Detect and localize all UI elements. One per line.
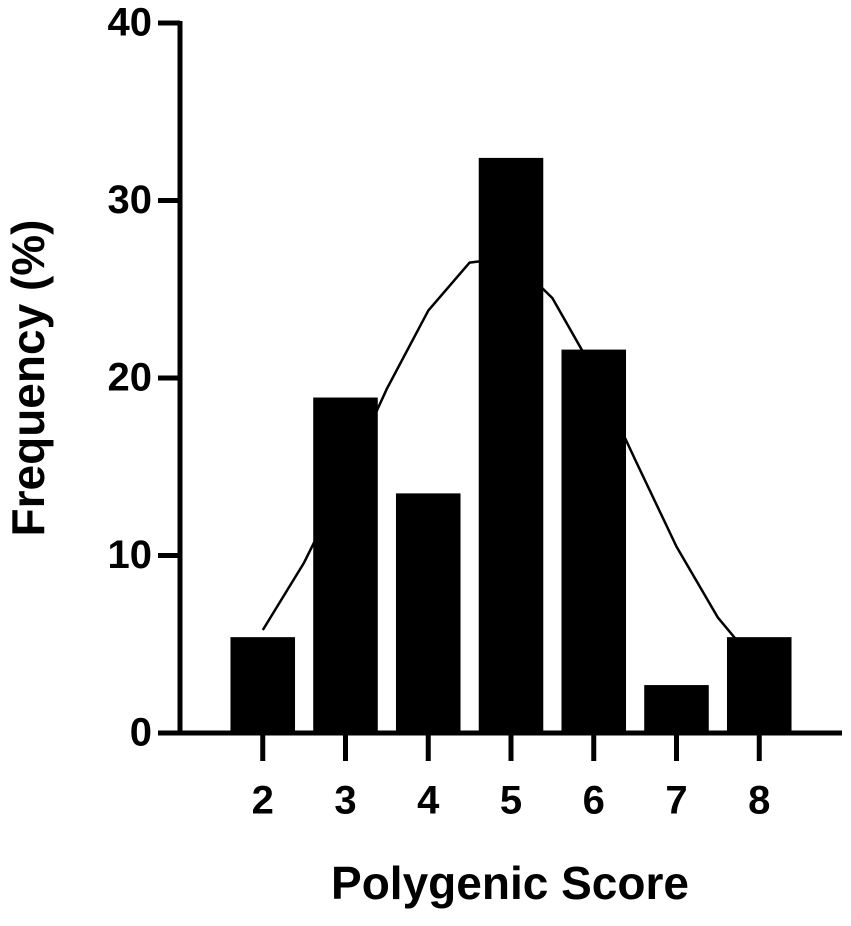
x-tick-label: 3 [334, 779, 356, 823]
bar [478, 157, 544, 733]
y-tick-label: 30 [108, 178, 153, 222]
y-axis-title: Frequency (%) [2, 220, 54, 537]
x-tick-label: 6 [583, 779, 605, 823]
x-tick-label: 5 [500, 779, 522, 823]
bar [395, 493, 461, 733]
y-tick-label: 10 [108, 533, 153, 577]
bar [313, 397, 378, 733]
x-tick-label: 8 [748, 779, 770, 823]
bar [726, 637, 792, 733]
fit-curve [261, 256, 761, 669]
bar [561, 349, 627, 733]
x-tick-label: 2 [252, 779, 274, 823]
y-tick-label: 0 [130, 711, 152, 755]
x-axis-title: Polygenic Score [331, 857, 689, 909]
bar [230, 637, 296, 733]
x-tick-label: 7 [665, 779, 687, 823]
y-tick-label: 40 [108, 1, 153, 45]
x-tick-label: 4 [417, 779, 440, 823]
y-tick-label: 20 [108, 356, 153, 400]
bar [644, 685, 709, 733]
